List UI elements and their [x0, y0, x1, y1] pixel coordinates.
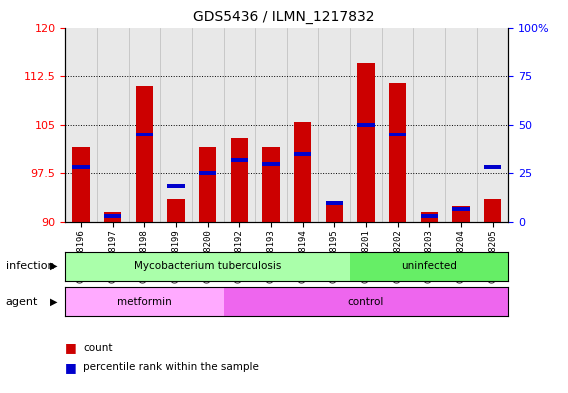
Bar [73, 147, 90, 222]
Bar [65, 287, 224, 316]
Bar [199, 171, 216, 175]
Bar [128, 28, 160, 222]
Bar [484, 165, 501, 169]
Bar [262, 162, 279, 165]
Bar [325, 202, 343, 222]
Bar [168, 184, 185, 188]
Text: control: control [348, 297, 384, 307]
Bar [168, 199, 185, 222]
Text: count: count [83, 343, 113, 353]
Bar [452, 206, 470, 222]
Text: Mycobacterium tuberculosis: Mycobacterium tuberculosis [134, 261, 281, 271]
Bar [224, 28, 255, 222]
Bar [160, 28, 192, 222]
Text: agent: agent [6, 297, 38, 307]
Bar [382, 28, 414, 222]
Bar [414, 28, 445, 222]
Bar [287, 28, 319, 222]
Bar [136, 132, 153, 136]
Bar [262, 147, 279, 222]
Bar [484, 199, 501, 222]
Text: ■: ■ [65, 361, 77, 374]
Bar [255, 28, 287, 222]
Bar [389, 83, 406, 222]
Bar [65, 28, 97, 222]
Bar [420, 214, 438, 217]
Bar [294, 152, 311, 156]
Text: ■: ■ [65, 341, 77, 354]
Bar [136, 86, 153, 222]
Text: percentile rank within the sample: percentile rank within the sample [83, 362, 260, 373]
Bar [104, 214, 122, 217]
Bar [420, 212, 438, 222]
Text: ▶: ▶ [50, 261, 57, 271]
Bar [357, 63, 375, 222]
Text: infection: infection [6, 261, 55, 271]
Text: ▶: ▶ [50, 297, 57, 307]
Bar [389, 132, 406, 136]
Text: GDS5436 / ILMN_1217832: GDS5436 / ILMN_1217832 [193, 10, 375, 24]
Bar [357, 123, 375, 127]
Text: metformin: metformin [117, 297, 172, 307]
Text: uninfected: uninfected [402, 261, 457, 271]
Bar [231, 158, 248, 162]
Bar [224, 287, 508, 316]
Bar [319, 28, 350, 222]
Bar [97, 28, 128, 222]
Bar [350, 252, 508, 281]
Bar [65, 252, 350, 281]
Bar [445, 28, 477, 222]
Bar [192, 28, 224, 222]
Bar [325, 201, 343, 204]
Bar [452, 207, 470, 211]
Bar [231, 138, 248, 222]
Bar [477, 28, 508, 222]
Bar [104, 212, 122, 222]
Bar [350, 28, 382, 222]
Bar [73, 165, 90, 169]
Bar [199, 147, 216, 222]
Bar [294, 121, 311, 222]
